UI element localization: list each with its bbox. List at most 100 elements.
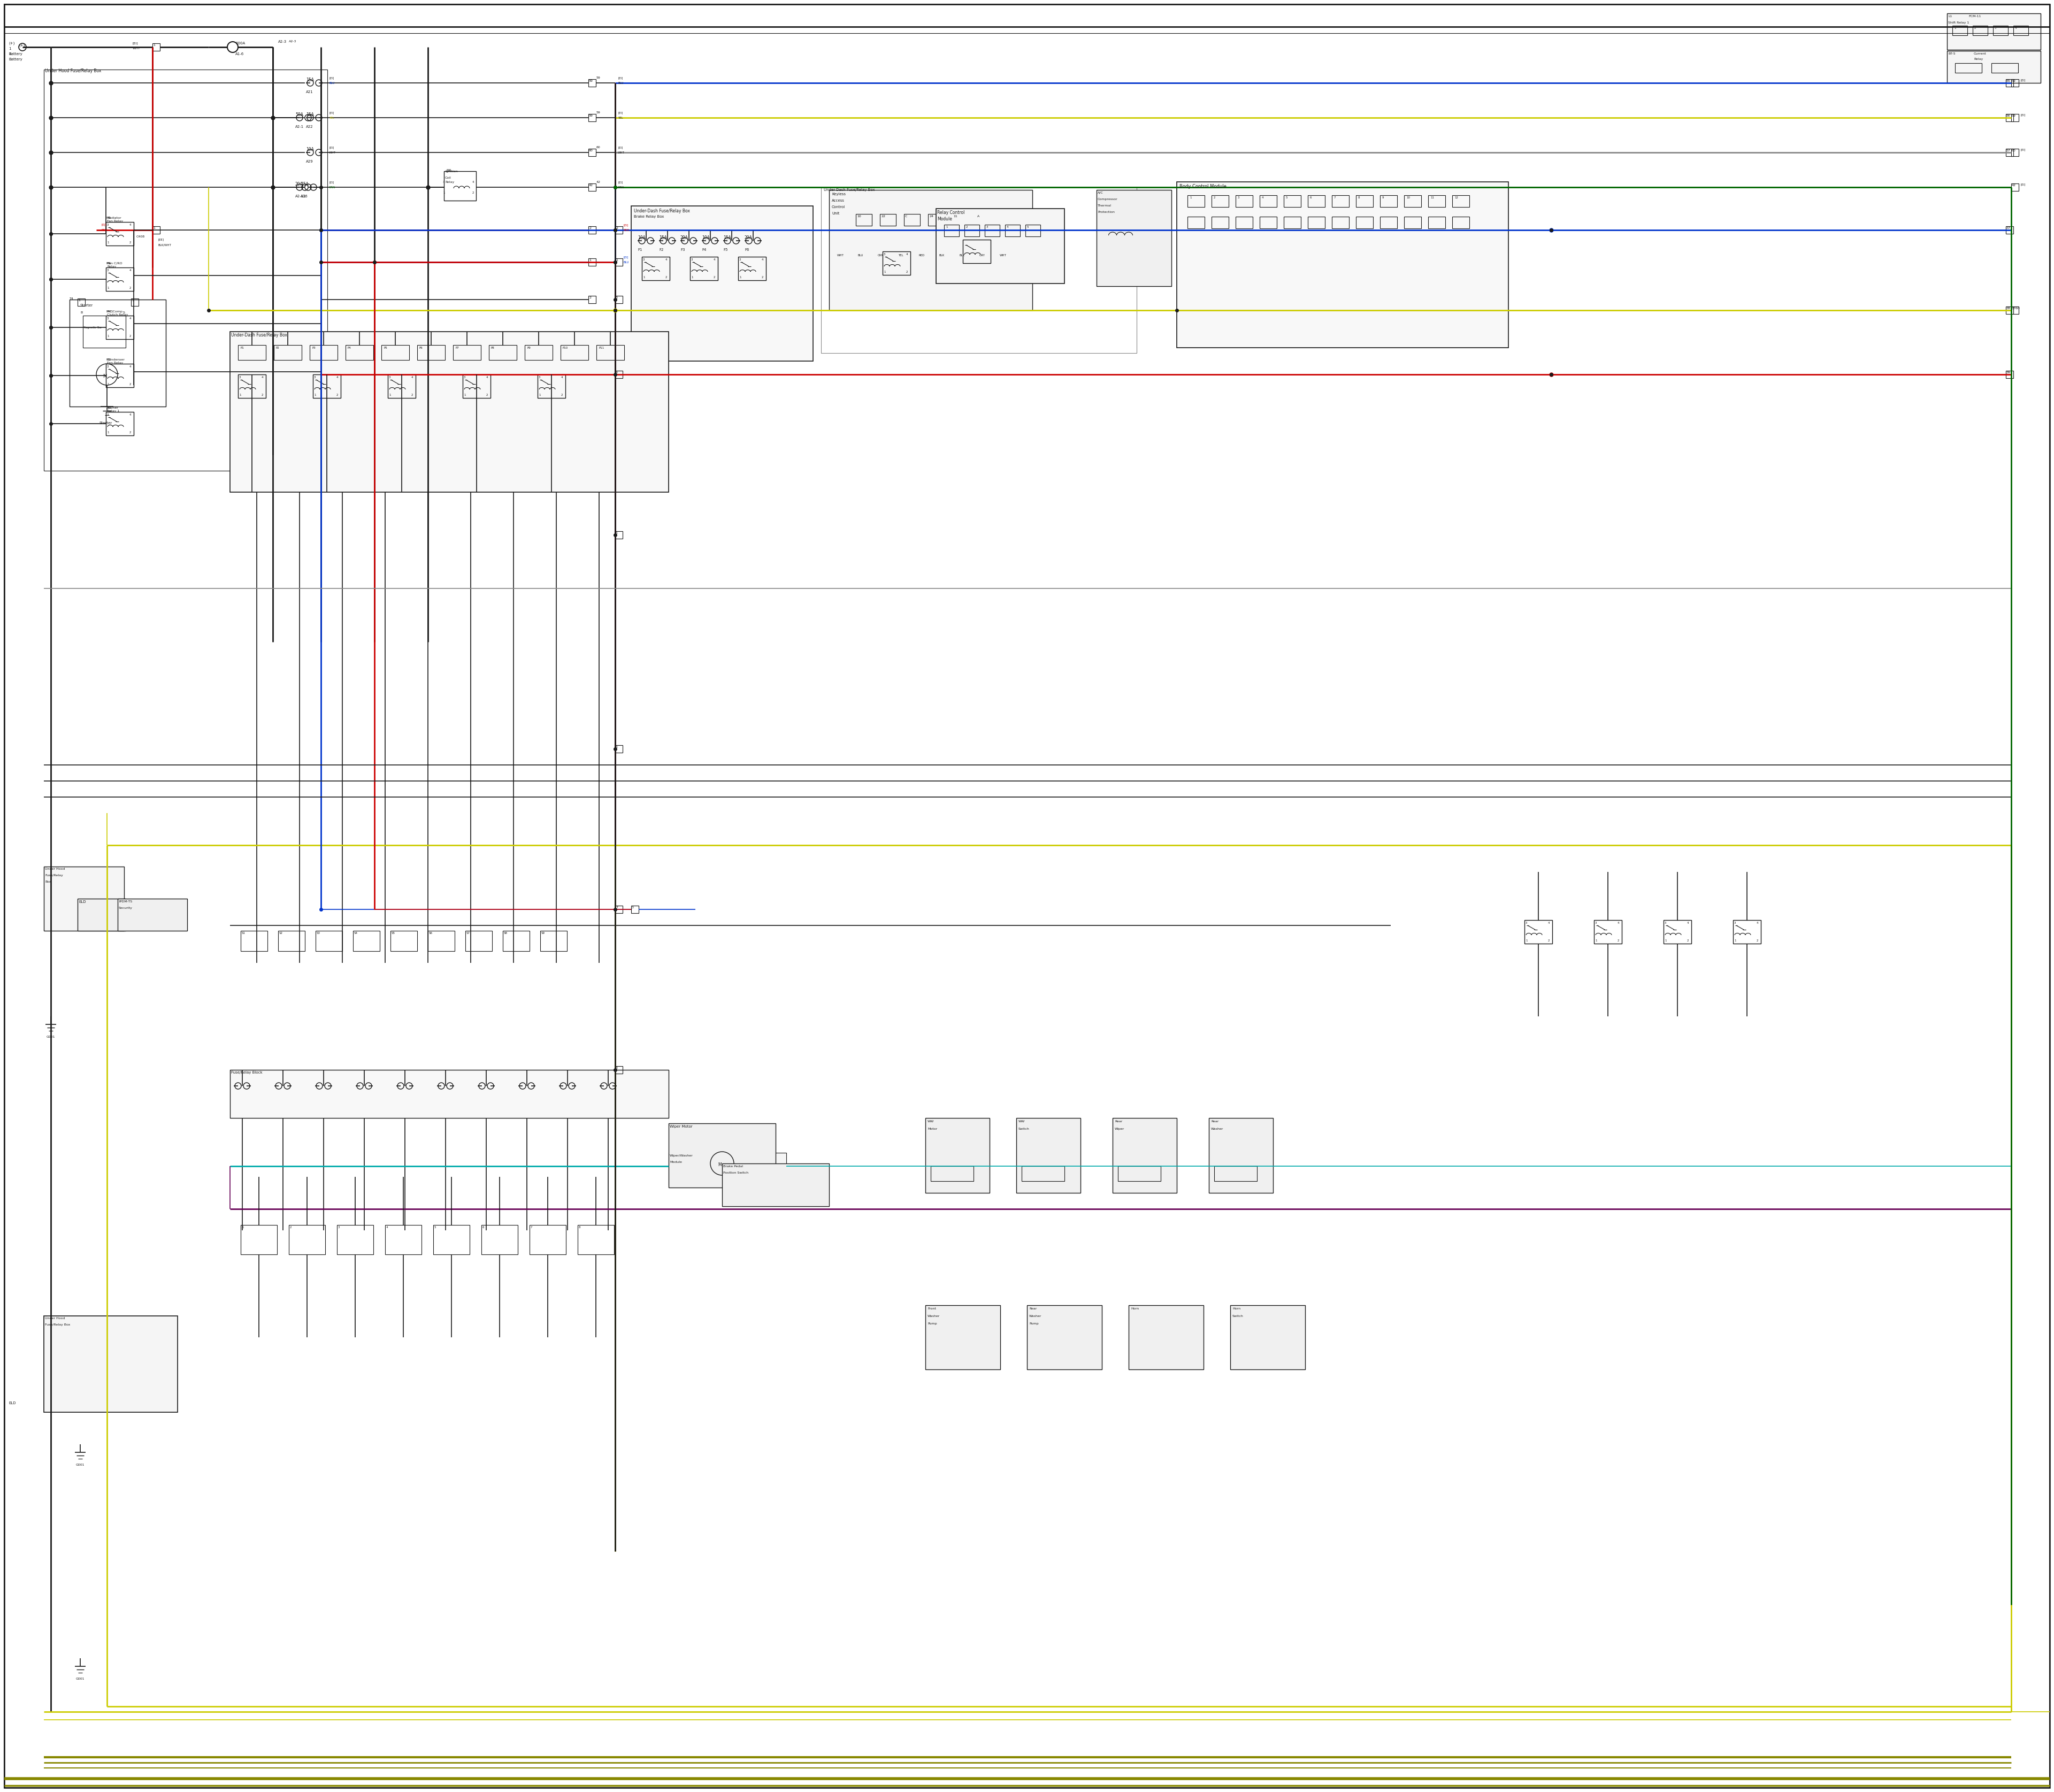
Text: 39: 39 [2007,371,2011,375]
Bar [963,240,990,263]
Text: S2: S2 [279,932,283,934]
Bar [587,79,596,86]
Bar [312,375,341,398]
Bar [587,183,596,192]
Bar [454,346,481,360]
Text: P4: P4 [347,346,351,349]
Text: 15A: 15A [723,235,731,240]
Text: Fuse/Relay Block: Fuse/Relay Block [230,1072,263,1073]
Text: Fuse/Relay Box: Fuse/Relay Box [45,1324,70,1326]
Bar [43,867,123,930]
Bar [1664,919,1690,944]
Text: BLU: BLU [857,254,863,256]
Bar [2007,149,2013,156]
Text: A2-3: A2-3 [277,39,288,43]
Text: S7: S7 [466,932,470,934]
Bar [1356,217,1372,228]
Text: Starter: Starter [80,305,92,306]
Bar [2011,115,2019,122]
Bar [1237,217,1253,228]
Text: Unit: Unit [832,211,840,215]
Text: 42: 42 [596,181,600,183]
Bar [1212,195,1228,208]
Text: YEL: YEL [618,116,622,120]
Text: WHT: WHT [838,254,844,256]
Text: F6: F6 [744,249,750,251]
Text: S3: S3 [316,932,320,934]
Text: Under Hood: Under Hood [45,867,66,871]
Bar [1259,195,1278,208]
Text: 1: 1 [8,47,10,50]
Bar [1187,217,1204,228]
Text: 11: 11 [953,215,957,217]
Text: WW: WW [928,1120,935,1124]
Text: Pump: Pump [928,1322,937,1324]
Text: Brake Pedal: Brake Pedal [723,1165,744,1168]
Text: 50A: 50A [296,113,304,116]
Text: Box: Box [45,880,51,883]
Bar [614,530,622,539]
Bar [930,1167,974,1181]
Bar [561,346,587,360]
Text: T4: T4 [70,297,74,299]
Text: BLK/WHT: BLK/WHT [158,244,170,246]
Bar [1113,1118,1177,1193]
Text: 100A: 100A [236,41,244,45]
Text: 60: 60 [2011,149,2015,152]
Text: 4: 4 [616,371,618,375]
Bar [386,1226,421,1254]
Text: FCM-11: FCM-11 [1968,14,1980,18]
Bar [1117,1167,1161,1181]
Bar [107,364,134,387]
Bar [631,206,813,360]
Text: [EI]: [EI] [2021,149,2025,151]
Bar [1992,25,2009,36]
Text: S9: S9 [542,932,544,934]
Bar [230,1070,670,1118]
Text: [EI]: [EI] [134,41,138,45]
Bar [1284,195,1300,208]
Text: F1: F1 [637,249,643,251]
Bar [2007,115,2013,122]
Text: Under Hood Fuse/Relay Box: Under Hood Fuse/Relay Box [45,68,101,73]
Bar [82,315,125,348]
Text: WW: WW [1019,1120,1025,1124]
Text: BLU: BLU [329,82,335,84]
Text: P8: P8 [491,346,495,349]
Text: ELD: ELD [78,900,86,903]
Text: S8: S8 [503,932,507,934]
Bar [904,213,920,226]
Text: M8: M8 [107,407,111,409]
Bar [614,371,622,378]
Text: G001: G001 [76,1677,84,1681]
Bar [78,299,84,306]
Text: A: A [978,215,980,217]
Text: 2: 2 [589,296,592,299]
Text: [EI]: [EI] [329,111,335,115]
Bar [631,905,639,914]
Bar [1212,217,1228,228]
Bar [926,1118,990,1193]
Text: 12: 12 [1454,197,1458,199]
Text: Front: Front [928,1308,937,1310]
Text: Horn: Horn [1232,1308,1241,1310]
Text: Relay: Relay [446,181,454,183]
Bar [830,190,1033,310]
Text: 15A: 15A [306,113,314,116]
Bar [382,346,409,360]
Bar [107,267,134,290]
Text: 1: 1 [78,299,80,301]
Text: 59: 59 [2011,79,2015,82]
Text: 38: 38 [2007,306,2011,310]
Bar [614,1066,622,1073]
Bar [1210,1118,1273,1193]
Bar [70,299,166,407]
Text: Wiper: Wiper [1115,1127,1124,1131]
Text: A16: A16 [300,195,308,197]
Text: M: M [103,375,107,378]
Text: 24: 24 [928,215,933,217]
Text: M41: M41 [107,310,113,314]
Bar [670,1124,776,1188]
Text: [EI]: [EI] [2021,79,2025,81]
Bar [466,930,493,952]
